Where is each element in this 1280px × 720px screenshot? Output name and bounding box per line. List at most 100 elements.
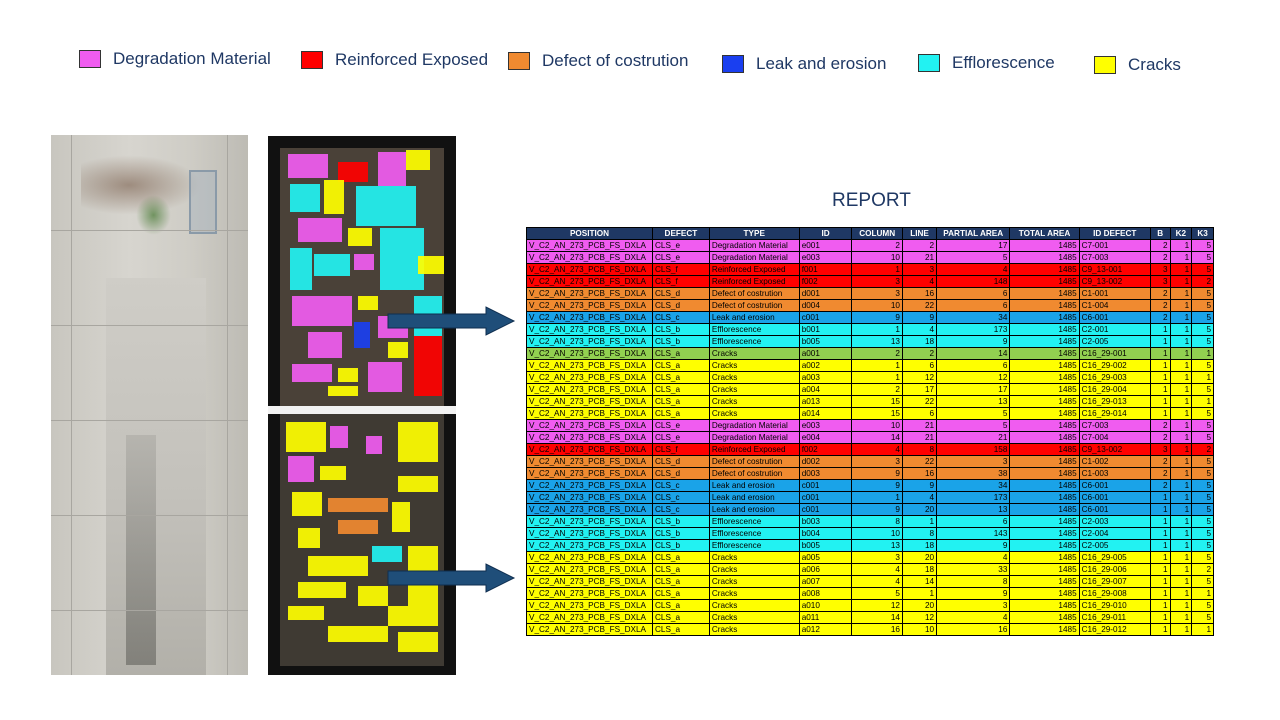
cell-type: Degradation Material: [708, 251, 800, 264]
cell-defect: CLS_a: [652, 395, 710, 408]
cell-id: a013: [798, 395, 853, 408]
table-row: V_C2_AN_273_PCB_FS_DXLA CLS_b Efflorescenc…: [526, 539, 1214, 552]
defect-map-block: [368, 362, 402, 392]
defect-map-block: [286, 422, 326, 452]
cell-line: 20: [901, 551, 938, 564]
cell-type: Efflorescence: [708, 515, 800, 528]
cell-id-defect: C16_29-003: [1078, 371, 1151, 384]
defect-map-block: [292, 296, 352, 326]
cell-partial-area: 8: [936, 575, 1011, 588]
cell-position: V_C2_AN_273_PCB_FS_DXLA: [526, 539, 653, 552]
cell-column: 13: [851, 539, 903, 552]
cell-k2: 1: [1169, 503, 1193, 516]
table-row: V_C2_AN_273_PCB_FS_DXLA CLS_f Reinforced E…: [526, 275, 1214, 288]
cell-k3: 5: [1191, 551, 1214, 564]
cell-k3: 5: [1191, 239, 1214, 252]
cell-column: 14: [851, 431, 903, 444]
cell-type: Leak and erosion: [708, 491, 800, 504]
cell-k2: 1: [1169, 443, 1193, 456]
cell-id: d002: [798, 455, 853, 468]
cell-total-area: 1485: [1009, 251, 1080, 264]
cell-k2: 1: [1169, 299, 1193, 312]
cell-b: 1: [1149, 539, 1171, 552]
cell-column: 9: [851, 479, 903, 492]
cell-b: 1: [1149, 335, 1171, 348]
cell-k2: 1: [1169, 287, 1193, 300]
cell-defect: CLS_e: [652, 239, 710, 252]
col-header-id-defect: ID DEFECT: [1078, 227, 1151, 240]
col-header-position: POSITION: [526, 227, 653, 240]
cell-partial-area: 33: [936, 563, 1011, 576]
cell-id-defect: C16_29-004: [1078, 383, 1151, 396]
defect-map-block: [418, 256, 444, 274]
cell-id: d004: [798, 299, 853, 312]
cell-id-defect: C9_13-001: [1078, 263, 1151, 276]
cell-id-defect: C9_13-002: [1078, 443, 1151, 456]
cell-k2: 1: [1169, 587, 1193, 600]
cell-k3: 1: [1191, 623, 1214, 636]
cell-line: 22: [901, 299, 938, 312]
cell-position: V_C2_AN_273_PCB_FS_DXLA: [526, 275, 653, 288]
cell-partial-area: 6: [936, 359, 1011, 372]
cell-defect: CLS_e: [652, 431, 710, 444]
legend-item-reinforced-exposed: Reinforced Exposed: [301, 50, 488, 70]
cell-type: Degradation Material: [708, 431, 800, 444]
cell-k2: 1: [1169, 275, 1193, 288]
cell-column: 10: [851, 419, 903, 432]
cell-k3: 5: [1191, 575, 1214, 588]
cell-k2: 1: [1169, 263, 1193, 276]
cell-partial-area: 4: [936, 263, 1011, 276]
cell-partial-area: 38: [936, 467, 1011, 480]
cell-line: 21: [901, 431, 938, 444]
defect-map-block: [378, 152, 406, 186]
cell-total-area: 1485: [1009, 491, 1080, 504]
table-row: V_C2_AN_273_PCB_FS_DXLA CLS_d Defect of co…: [526, 287, 1214, 300]
cell-column: 4: [851, 443, 903, 456]
cell-total-area: 1485: [1009, 527, 1080, 540]
legend-item-degradation-material: Degradation Material: [79, 49, 271, 69]
cell-id-defect: C1-003: [1078, 467, 1151, 480]
table-row: V_C2_AN_273_PCB_FS_DXLA CLS_a Cracks a010 12…: [526, 599, 1214, 612]
cell-type: Cracks: [708, 563, 800, 576]
cell-defect: CLS_d: [652, 467, 710, 480]
cell-defect: CLS_a: [652, 383, 710, 396]
cell-column: 9: [851, 467, 903, 480]
cell-position: V_C2_AN_273_PCB_FS_DXLA: [526, 527, 653, 540]
col-header-k3: K3: [1191, 227, 1214, 240]
defect-map-block: [330, 426, 348, 448]
cell-column: 15: [851, 407, 903, 420]
cell-k2: 1: [1169, 455, 1193, 468]
defect-map-block: [358, 296, 378, 310]
cell-position: V_C2_AN_273_PCB_FS_DXLA: [526, 263, 653, 276]
cell-partial-area: 16: [936, 623, 1011, 636]
cell-type: Cracks: [708, 575, 800, 588]
table-row: V_C2_AN_273_PCB_FS_DXLA CLS_a Cracks a002 1 6…: [526, 359, 1214, 372]
cell-partial-area: 13: [936, 395, 1011, 408]
cell-column: 10: [851, 527, 903, 540]
cell-k3: 5: [1191, 419, 1214, 432]
cell-column: 10: [851, 299, 903, 312]
cell-k3: 5: [1191, 455, 1214, 468]
cell-id: a006: [798, 563, 853, 576]
table-row: V_C2_AN_273_PCB_FS_DXLA CLS_a Cracks a008 5 1…: [526, 587, 1214, 600]
cell-defect: CLS_a: [652, 587, 710, 600]
defect-map-block: [338, 368, 358, 382]
cell-defect: CLS_c: [652, 491, 710, 504]
defect-map-block: [290, 248, 312, 290]
cell-line: 16: [901, 467, 938, 480]
cell-k2: 1: [1169, 407, 1193, 420]
cell-id-defect: C16_29-010: [1078, 599, 1151, 612]
cell-defect: CLS_d: [652, 287, 710, 300]
cell-line: 18: [901, 563, 938, 576]
cell-id: b005: [798, 539, 853, 552]
cell-line: 22: [901, 395, 938, 408]
cell-type: Cracks: [708, 599, 800, 612]
cell-id: a008: [798, 587, 853, 600]
cell-position: V_C2_AN_273_PCB_FS_DXLA: [526, 623, 653, 636]
table-row: V_C2_AN_273_PCB_FS_DXLA CLS_b Efflorescenc…: [526, 335, 1214, 348]
cell-id: c001: [798, 491, 853, 504]
cell-partial-area: 21: [936, 431, 1011, 444]
cell-position: V_C2_AN_273_PCB_FS_DXLA: [526, 575, 653, 588]
cell-type: Cracks: [708, 395, 800, 408]
cell-k2: 1: [1169, 563, 1193, 576]
